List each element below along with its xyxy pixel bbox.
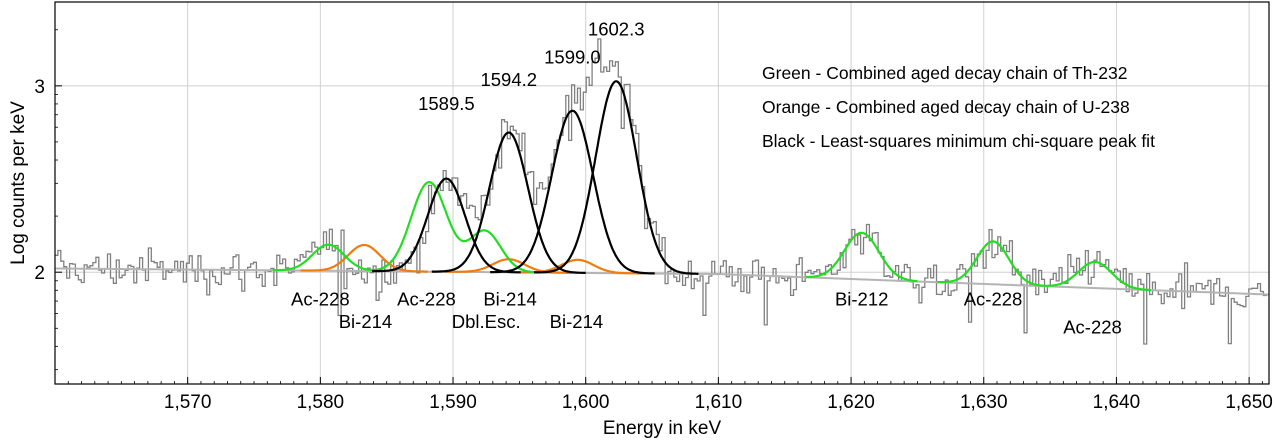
x-tick-label: 1,590 [429, 392, 477, 413]
peak-energy-label: 1594.2 [480, 69, 537, 90]
green-model-curve [937, 240, 1151, 292]
nuclide-label: Bi-214 [339, 311, 392, 332]
legend-entry: Green - Combined aged decay chain of Th-… [762, 63, 1127, 83]
y-axis-ticks: 23 [34, 77, 62, 284]
nuclide-label: Ac-228 [1063, 317, 1122, 338]
x-tick-label: 1,640 [1093, 392, 1141, 413]
nuclide-label: Ac-228 [397, 289, 456, 310]
peak-energy-label: 1589.5 [418, 93, 475, 114]
x-axis-title: Energy in keV [603, 418, 722, 439]
nuclide-label: Ac-228 [964, 289, 1023, 310]
y-axis-title: Log counts per keV [8, 101, 29, 265]
x-tick-label: 1,620 [827, 392, 875, 413]
nuclide-label: Bi-214 [550, 311, 603, 332]
continuum-line [55, 267, 1270, 296]
black-fit-peak [490, 109, 655, 275]
x-tick-label: 1,570 [164, 392, 212, 413]
nuclide-label: Bi-212 [835, 289, 888, 310]
legend-entry: Black - Least-squares minimum chi-square… [762, 131, 1155, 151]
peak-energy-label: 1599.0 [544, 46, 601, 67]
legend-entry: Orange - Combined aged decay chain of U-… [762, 97, 1130, 117]
black-fit-peak [372, 177, 521, 274]
legend: Green - Combined aged decay chain of Th-… [762, 63, 1155, 151]
nuclide-label: Bi-214 [483, 289, 536, 310]
series-layer [55, 38, 1270, 345]
x-tick-label: 1,610 [695, 392, 743, 413]
y-tick-label: 2 [34, 263, 45, 284]
x-axis-ticks: 1,570 1,580 1,590 1,600 1,610 1,620 1,630 1,640… [164, 377, 1273, 413]
y-tick-label: 3 [34, 77, 45, 98]
annotations: 1589.51594.21599.01602.3Ac-228Bi-214Ac-2… [291, 19, 1122, 338]
x-tick-label: 1,600 [562, 392, 610, 413]
plot-frame [54, 1, 1270, 385]
orange-peak-curve [300, 243, 428, 273]
x-tick-label: 1,630 [960, 392, 1008, 413]
nuclide-label: Dbl.Esc. [452, 311, 521, 332]
peak-energy-label: 1602.3 [588, 19, 645, 40]
grid [55, 2, 1269, 384]
green-model-curve [272, 180, 541, 274]
green-model-curve [805, 231, 918, 283]
x-tick-label: 1,580 [297, 392, 345, 413]
nuclide-label: Ac-228 [291, 289, 350, 310]
black-fit-peak [534, 80, 699, 275]
x-tick-label: 1,650 [1225, 392, 1273, 413]
